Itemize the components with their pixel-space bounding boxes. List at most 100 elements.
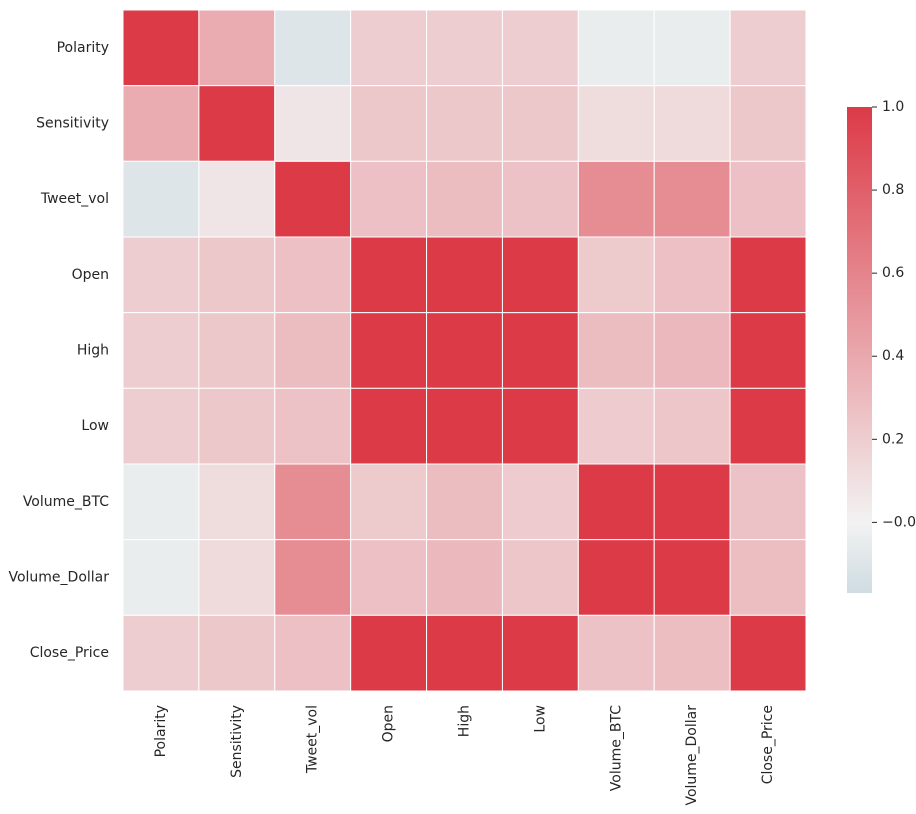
- heatmap-cell-Open-Volume_Dollar: [653, 236, 731, 314]
- y-tick-label: Sensitivity: [36, 116, 109, 132]
- heatmap-cell-Sensitivity-Low: [501, 85, 579, 162]
- heatmap-cell-Low-Sensitivity: [198, 387, 276, 465]
- heatmap-cell-High-Volume_Dollar: [653, 312, 731, 389]
- y-tick-label: Close_Price: [30, 645, 109, 661]
- x-tick-label: Volume_BTC: [608, 705, 624, 791]
- heatmap-cell-Volume_Dollar-Volume_Dollar: [653, 539, 731, 616]
- heatmap-cell-Sensitivity-Polarity: [122, 85, 200, 162]
- x-tick-label: Low: [532, 705, 548, 733]
- heatmap-cell-High-Open: [350, 312, 428, 389]
- heatmap-cell-Low-Open: [350, 387, 428, 465]
- colorbar-tick-label: 0.6: [882, 265, 904, 281]
- heatmap-cell-Volume_BTC-Volume_BTC: [577, 463, 655, 541]
- x-tick-label: Close_Price: [760, 705, 776, 784]
- heatmap-cell-Polarity-Open: [350, 9, 428, 87]
- heatmap-cell-Volume_BTC-Sensitivity: [198, 463, 276, 541]
- heatmap-cell-Polarity-High: [426, 9, 503, 87]
- heatmap-cell-Sensitivity-Sensitivity: [198, 85, 276, 162]
- heatmap-cell-High-Polarity: [122, 312, 200, 389]
- heatmap-cell-Open-Tweet_vol: [274, 236, 352, 314]
- heatmap-cell-Low-Volume_BTC: [577, 387, 655, 465]
- heatmap-cell-Close_Price-Tweet_vol: [274, 614, 352, 692]
- heatmap-cell-Volume_BTC-Polarity: [122, 463, 200, 541]
- heatmap-cell-Tweet_vol-Polarity: [122, 160, 200, 238]
- heatmap-cell-Low-Low: [501, 387, 579, 465]
- heatmap-cell-Tweet_vol-Volume_BTC: [577, 160, 655, 238]
- heatmap-cell-Tweet_vol-Close_Price: [729, 160, 807, 238]
- heatmap-cell-Close_Price-Sensitivity: [198, 614, 276, 692]
- heatmap-cell-Tweet_vol-Open: [350, 160, 428, 238]
- colorbar-tick-label: −0.0: [882, 514, 916, 530]
- y-tick-label: Tweet_vol: [40, 191, 109, 207]
- colorbar-gradient: [847, 107, 872, 593]
- heatmap-cell-Polarity-Low: [501, 9, 579, 87]
- heatmap-cell-Low-Close_Price: [729, 387, 807, 465]
- heatmap-cell-Open-Volume_BTC: [577, 236, 655, 314]
- colorbar-tick-label: 0.8: [882, 182, 904, 198]
- heatmap-cell-Polarity-Sensitivity: [198, 9, 276, 87]
- colorbar-ticks: −0.0 0.2 0.4 0.6 0.8 1.0: [872, 99, 916, 530]
- x-tick-label: Polarity: [153, 705, 169, 757]
- y-tick-label: Open: [72, 267, 109, 283]
- heatmap-cell-Open-Open: [350, 236, 428, 314]
- heatmap-cell-Close_Price-Low: [501, 614, 579, 692]
- heatmap-cell-Open-Sensitivity: [198, 236, 276, 314]
- heatmap-cell-High-Close_Price: [729, 312, 807, 389]
- heatmap-cell-High-Low: [501, 312, 579, 389]
- colorbar: −0.0 0.2 0.4 0.6 0.8 1.0: [847, 99, 916, 593]
- heatmap-cell-Sensitivity-Volume_Dollar: [653, 85, 731, 162]
- heatmap-cell-Volume_BTC-Close_Price: [729, 463, 807, 541]
- heatmap-cell-Close_Price-Volume_BTC: [577, 614, 655, 692]
- heatmap-cell-Close_Price-Close_Price: [729, 614, 807, 692]
- colorbar-tick-label: 0.2: [882, 431, 904, 447]
- heatmap-cell-Volume_Dollar-Low: [501, 539, 579, 616]
- x-tick-label: High: [457, 705, 473, 737]
- heatmap-cell-Volume_Dollar-Polarity: [122, 539, 200, 616]
- x-tick-label: Volume_Dollar: [684, 705, 700, 806]
- heatmap-cell-Volume_Dollar-Close_Price: [729, 539, 807, 616]
- heatmap-cell-Polarity-Volume_Dollar: [653, 9, 731, 87]
- y-tick-label: High: [77, 343, 109, 359]
- heatmap-cell-Open-High: [426, 236, 503, 314]
- heatmap-cell-Sensitivity-Volume_BTC: [577, 85, 655, 162]
- heatmap-cell-Polarity-Polarity: [122, 9, 200, 87]
- heatmap-cell-Close_Price-High: [426, 614, 503, 692]
- heatmap-cell-Volume_Dollar-Tweet_vol: [274, 539, 352, 616]
- heatmap-cell-Volume_Dollar-Sensitivity: [198, 539, 276, 616]
- heatmap-cell-Volume_BTC-Tweet_vol: [274, 463, 352, 541]
- heatmap-cell-Volume_Dollar-High: [426, 539, 503, 616]
- heatmap-cell-Volume_BTC-High: [426, 463, 503, 541]
- heatmap-cell-Polarity-Close_Price: [729, 9, 807, 87]
- heatmap-cell-Volume_Dollar-Volume_BTC: [577, 539, 655, 616]
- y-axis-tick-labels: Polarity Sensitivity Tweet_vol Open High Low V…: [8, 40, 109, 661]
- colorbar-tick-label: 0.4: [882, 348, 904, 364]
- heatmap-cell-Low-High: [426, 387, 503, 465]
- heatmap-cell-Open-Low: [501, 236, 579, 314]
- heatmap-cell-Volume_BTC-Volume_Dollar: [653, 463, 731, 541]
- heatmap-cell-Open-Polarity: [122, 236, 200, 314]
- y-tick-label: Volume_Dollar: [8, 570, 109, 586]
- heatmap-cell-Open-Close_Price: [729, 236, 807, 314]
- x-tick-label: Sensitivity: [229, 705, 245, 778]
- heatmap-cell-High-High: [426, 312, 503, 389]
- heatmap-cell-Low-Polarity: [122, 387, 200, 465]
- y-tick-label: Polarity: [57, 40, 109, 56]
- heatmap-cell-Volume_BTC-Low: [501, 463, 579, 541]
- heatmap-cells: [122, 9, 807, 692]
- heatmap-cell-Tweet_vol-Sensitivity: [198, 160, 276, 238]
- heatmap-cell-Tweet_vol-High: [426, 160, 503, 238]
- heatmap-cell-Volume_Dollar-Open: [350, 539, 428, 616]
- heatmap-cell-Volume_BTC-Open: [350, 463, 428, 541]
- heatmap-cell-High-Tweet_vol: [274, 312, 352, 389]
- x-axis-tick-labels: Polarity Sensitivity Tweet_vol Open High Low V…: [153, 705, 776, 806]
- heatmap-cell-High-Sensitivity: [198, 312, 276, 389]
- heatmap-cell-Close_Price-Polarity: [122, 614, 200, 692]
- heatmap-cell-Tweet_vol-Low: [501, 160, 579, 238]
- heatmap-cell-Polarity-Volume_BTC: [577, 9, 655, 87]
- colorbar-tick-label: 1.0: [882, 99, 904, 115]
- heatmap-cell-Close_Price-Open: [350, 614, 428, 692]
- x-tick-label: Tweet_vol: [305, 705, 321, 774]
- heatmap-cell-High-Volume_BTC: [577, 312, 655, 389]
- heatmap-cell-Low-Tweet_vol: [274, 387, 352, 465]
